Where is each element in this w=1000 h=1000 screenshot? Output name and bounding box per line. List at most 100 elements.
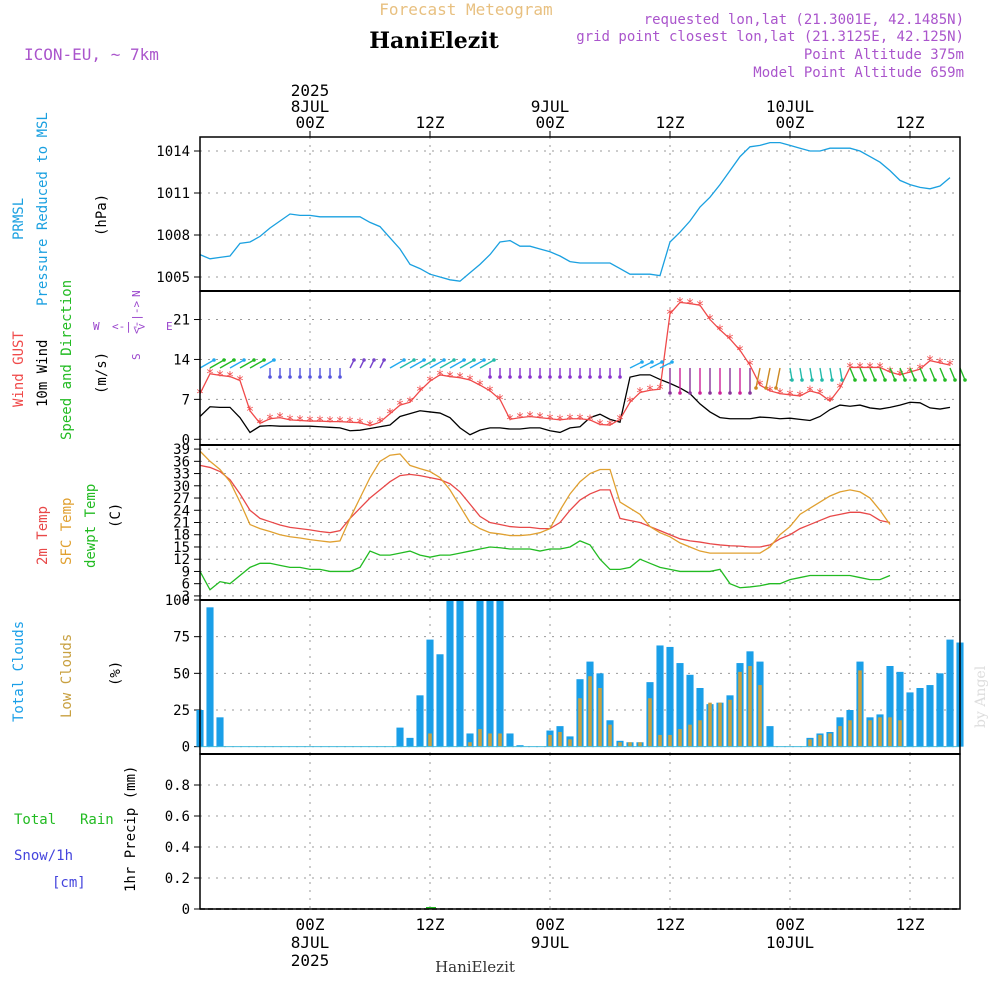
total-cloud-bar xyxy=(886,666,894,747)
low-cloud-bar xyxy=(488,733,492,747)
wind-arrow-head xyxy=(800,378,804,382)
y-tick-label: 1005 xyxy=(156,270,190,286)
t2m-label: 2m Temp xyxy=(35,506,51,565)
total-cloud-bar xyxy=(496,600,504,747)
y-tick-label: 7 xyxy=(182,392,190,408)
wind-arrow-head xyxy=(482,358,486,362)
y-tick-label: 1014 xyxy=(156,144,190,160)
gust-marker: * xyxy=(726,332,734,348)
gust-marker: * xyxy=(576,412,584,428)
gust-marker: * xyxy=(786,388,794,404)
wind-direction-arrow xyxy=(239,359,255,369)
wind-arrow-head xyxy=(372,358,376,362)
low-cloud-bar xyxy=(718,702,722,747)
bottom-time-label: 9JUL xyxy=(531,933,570,952)
low-cloud-bar xyxy=(478,729,482,747)
low-cloud-bar xyxy=(698,720,702,747)
low-cloud-bar xyxy=(498,733,502,747)
y-tick-label: 6 xyxy=(182,577,190,593)
low-cloud-bar xyxy=(578,698,582,747)
wind-direction-arrow xyxy=(209,359,225,369)
gust-marker: * xyxy=(746,358,754,374)
wind-direction-arrow xyxy=(429,359,445,369)
gust-marker: * xyxy=(826,394,834,410)
gust-marker: * xyxy=(806,384,814,400)
wind-arrow-head xyxy=(754,386,758,390)
gust-marker: * xyxy=(286,413,294,429)
total-cloud-bar xyxy=(446,600,454,747)
total-cloud-bar xyxy=(426,639,434,747)
gust-marker: * xyxy=(266,412,274,428)
wind-arrow-head xyxy=(608,375,612,379)
wind-direction-arrow xyxy=(819,367,823,381)
gust-marker: * xyxy=(596,417,604,433)
point-altitude: Point Altitude 375m xyxy=(804,47,964,63)
y-tick-label: 39 xyxy=(173,442,190,458)
wind-direction-arrow xyxy=(799,367,803,381)
wind-line xyxy=(199,374,951,436)
wind-arrow-head xyxy=(452,358,456,362)
wind-arrow-head xyxy=(853,378,857,382)
wind-arrow-head xyxy=(412,358,416,362)
wind-arrow-head xyxy=(318,375,322,379)
wind-arrow-head xyxy=(548,375,552,379)
wind-arrow-head xyxy=(943,378,947,382)
total-cloud-bar xyxy=(926,685,934,747)
low-cloud-bar xyxy=(588,676,592,747)
total-cloud-bar xyxy=(766,726,774,747)
wind-arrow-head xyxy=(933,378,937,382)
gust-marker: * xyxy=(276,411,284,427)
temp-labels: 2m Temp SFC Temp dewpt Temp (C) xyxy=(35,484,124,568)
grid-point-coords: grid point closest lon,lat (21.3125E, 42… xyxy=(576,29,964,45)
total-cloud-bar xyxy=(896,671,904,747)
gust-marker: * xyxy=(326,415,334,431)
wind-arrow-head xyxy=(558,375,562,379)
wind-arrow-head xyxy=(272,358,276,362)
gust-marker: * xyxy=(776,387,784,403)
compass-west: W xyxy=(93,320,100,333)
wind-arrow-head xyxy=(698,391,702,395)
compass-arrows-horizontal: <-|-> xyxy=(112,320,145,333)
wind-direction-arrow xyxy=(879,367,886,381)
gust-marker: * xyxy=(426,374,434,390)
gust-marker: * xyxy=(396,398,404,414)
gust-marker: * xyxy=(536,411,544,427)
wind-arrow-head xyxy=(232,358,236,362)
gust-marker: * xyxy=(206,367,214,383)
wind-direction-arrow xyxy=(839,367,843,381)
gust-marker: * xyxy=(796,389,804,405)
low-cloud-bar xyxy=(868,720,872,747)
low-cloud-bar xyxy=(648,698,652,747)
wind-direction-arrow xyxy=(829,367,833,381)
wind-direction-arrow xyxy=(659,361,673,369)
y-tick-label: 0.6 xyxy=(165,809,190,825)
y-tick-label: 25 xyxy=(173,703,190,719)
gust-marker: * xyxy=(766,384,774,400)
gust-marker: * xyxy=(926,354,934,370)
gust-marker: * xyxy=(466,373,474,389)
gust-marker: * xyxy=(216,368,224,384)
wind-unit: (m/s) xyxy=(94,352,110,394)
bottom-time-label: 12Z xyxy=(416,915,445,934)
low-cloud-bar xyxy=(658,734,662,747)
gust-marker: * xyxy=(666,307,674,323)
low-cloud-bar xyxy=(558,732,562,747)
wind-direction-arrow xyxy=(479,359,495,369)
total-cloud-bar xyxy=(486,600,494,747)
top-time-label: 12Z xyxy=(416,113,445,132)
wind-direction-arrow xyxy=(259,359,275,369)
wind-direction-arrow xyxy=(859,367,866,381)
wind-arrow-head xyxy=(728,391,732,395)
wind-direction-arrow xyxy=(439,359,455,369)
total-cloud-bar xyxy=(516,745,524,747)
wind-direction-arrow xyxy=(899,367,906,381)
wind-label: 10m Wind xyxy=(35,340,51,407)
low-cloud-bar xyxy=(738,671,742,747)
gust-marker: * xyxy=(956,0,964,4)
sfc-label: SFC Temp xyxy=(59,498,75,565)
wind-arrow-head xyxy=(588,375,592,379)
gust-marker: * xyxy=(296,413,304,429)
gust-marker: * xyxy=(416,384,424,400)
wind-arrow-head xyxy=(518,375,522,379)
